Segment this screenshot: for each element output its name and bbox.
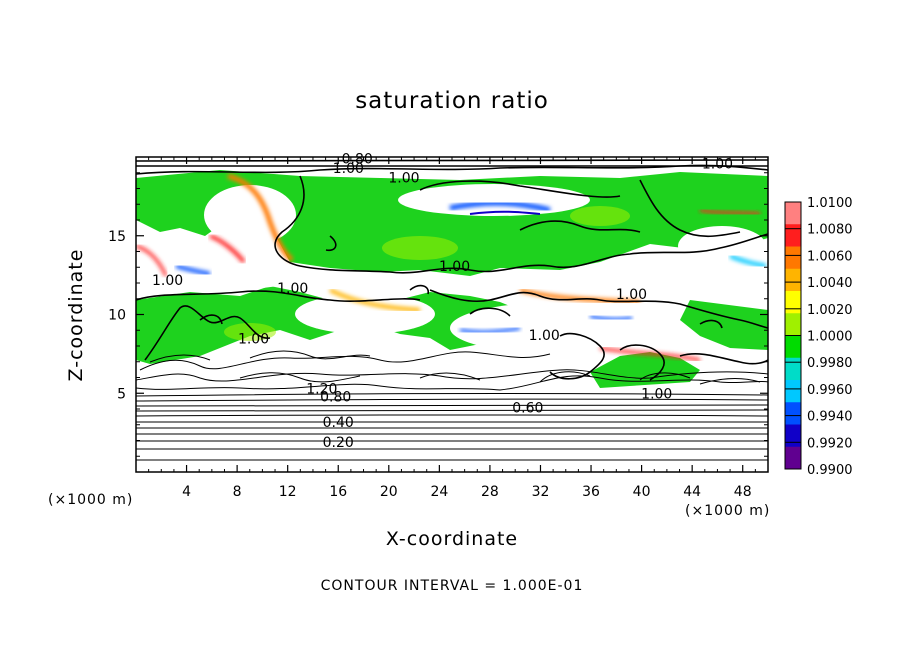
x-tick-label: 28 [481,484,499,500]
colorbar-label: 0.9980 [807,356,853,371]
x-tick-label: 32 [532,484,550,500]
y-axis-ticks: 5 10 15 [108,172,768,457]
supersaturation-rim [699,208,761,216]
x-tick-label: 44 [683,484,701,500]
contour-label: 0.80 [342,152,373,168]
x-tick-label: 40 [633,484,651,500]
colorbar-label: 0.9900 [807,463,853,478]
colorbar-swatch [785,224,801,247]
x-tick-label: 16 [329,484,347,500]
contour-label: 1.00 [439,259,470,275]
white-region [136,262,304,290]
supersaturation-rim [329,288,421,312]
green-region-right [680,300,768,350]
white-region [295,294,435,334]
colorbar-swatch [785,268,801,292]
subsaturation-rim [459,326,521,334]
subsaturation-rim [449,200,551,213]
contour-labels: 0.801.001.001.001.001.00 1.00 1.001.001.00… [152,152,733,452]
contour-label: 1.00 [333,161,364,177]
contour-label: 1.00 [152,273,183,289]
colorbar-label: 1.0080 [807,223,853,238]
contour-label: 1.00 [277,281,308,297]
chart-title: saturation ratio [355,88,549,114]
contour-label: 1.00 [238,331,269,347]
x-tick-label: 36 [582,484,600,500]
supersaturation-rim [227,173,294,262]
contour-label: 0.20 [323,435,354,451]
colorbar-label: 1.0040 [807,276,853,291]
colorbar-label: 0.9920 [807,436,853,451]
contour-label: 1.00 [702,156,733,172]
y-tick-label: 15 [108,229,126,245]
y-tick-label: 10 [108,308,126,324]
x-axis-label: X-coordinate [0,528,904,550]
contour-label: 1.00 [641,386,672,402]
supersaturation-rim [136,244,168,277]
light-green-blob [382,236,458,260]
thick-cloud-contours [136,159,768,381]
x-tick-label: 4 [182,484,191,500]
supersaturation-rim [599,346,701,362]
contour-label: 0.40 [323,415,354,431]
colorbar-swatch [785,380,801,403]
colorbar-swatch [785,291,801,314]
contour-label: 0.80 [320,390,351,406]
colorbar-label: 1.0020 [807,303,853,318]
x-tick-label: 20 [380,484,398,500]
colorbar-swatch [785,402,801,425]
white-region [450,302,670,354]
y-tick-label: 5 [117,386,126,402]
colorbar-label: 0.9960 [807,383,853,398]
x-unit-label-left: (×1000 m) [48,492,134,508]
x-tick-label: 8 [233,484,242,500]
green-region-lower-right [590,352,700,388]
x-axis-label-text: X-coordinate [385,528,519,550]
colorbar-swatch [785,335,801,359]
colorbar-swatch [785,357,801,381]
colorbar-label: 1.0060 [807,249,853,264]
contour-label: 1.00 [616,287,647,303]
x-tick-label: 12 [279,484,297,500]
subsaturation-rim [589,314,633,321]
colorbar-swatch [785,246,801,270]
contour-interval-note: CONTOUR INTERVAL = 1.000E-01 [320,578,584,594]
x-tick-label: 48 [734,484,752,500]
colorbar-label: 1.0000 [807,330,853,345]
colorbar-swatch [785,313,801,336]
colorbar-label: 0.9940 [807,410,853,425]
white-region [204,185,296,245]
contour-label: 0.60 [512,401,543,417]
subsaturation-rim [175,264,211,276]
x-unit-label-right: (×1000 m) [685,503,771,519]
colorbar-swatch [785,424,801,448]
colorbar-swatch [785,446,801,470]
x-axis-ticks: 4 8 12 16 20 24 28 32 36 40 44 48 [148,157,756,500]
light-green-blob [570,206,630,226]
subsaturation-rim [729,254,767,268]
supersaturation-rim [209,234,246,264]
contour-label: 1.00 [388,171,419,187]
colorbar-label: 1.0100 [807,196,853,211]
contour-label: 1.00 [529,328,560,344]
contour-label: 1.20 [306,382,337,398]
light-green-blob [224,323,276,341]
wavy-contours [136,350,768,391]
colorbar-swatch [785,202,801,225]
subsaturation-rim [469,210,541,215]
saturation-field [136,157,768,472]
white-region [678,226,766,266]
x-tick-label: 24 [430,484,448,500]
colorbar: 1.0100 1.0080 1.0060 1.0040 1.0020 1.0000 0.99… [784,196,853,478]
